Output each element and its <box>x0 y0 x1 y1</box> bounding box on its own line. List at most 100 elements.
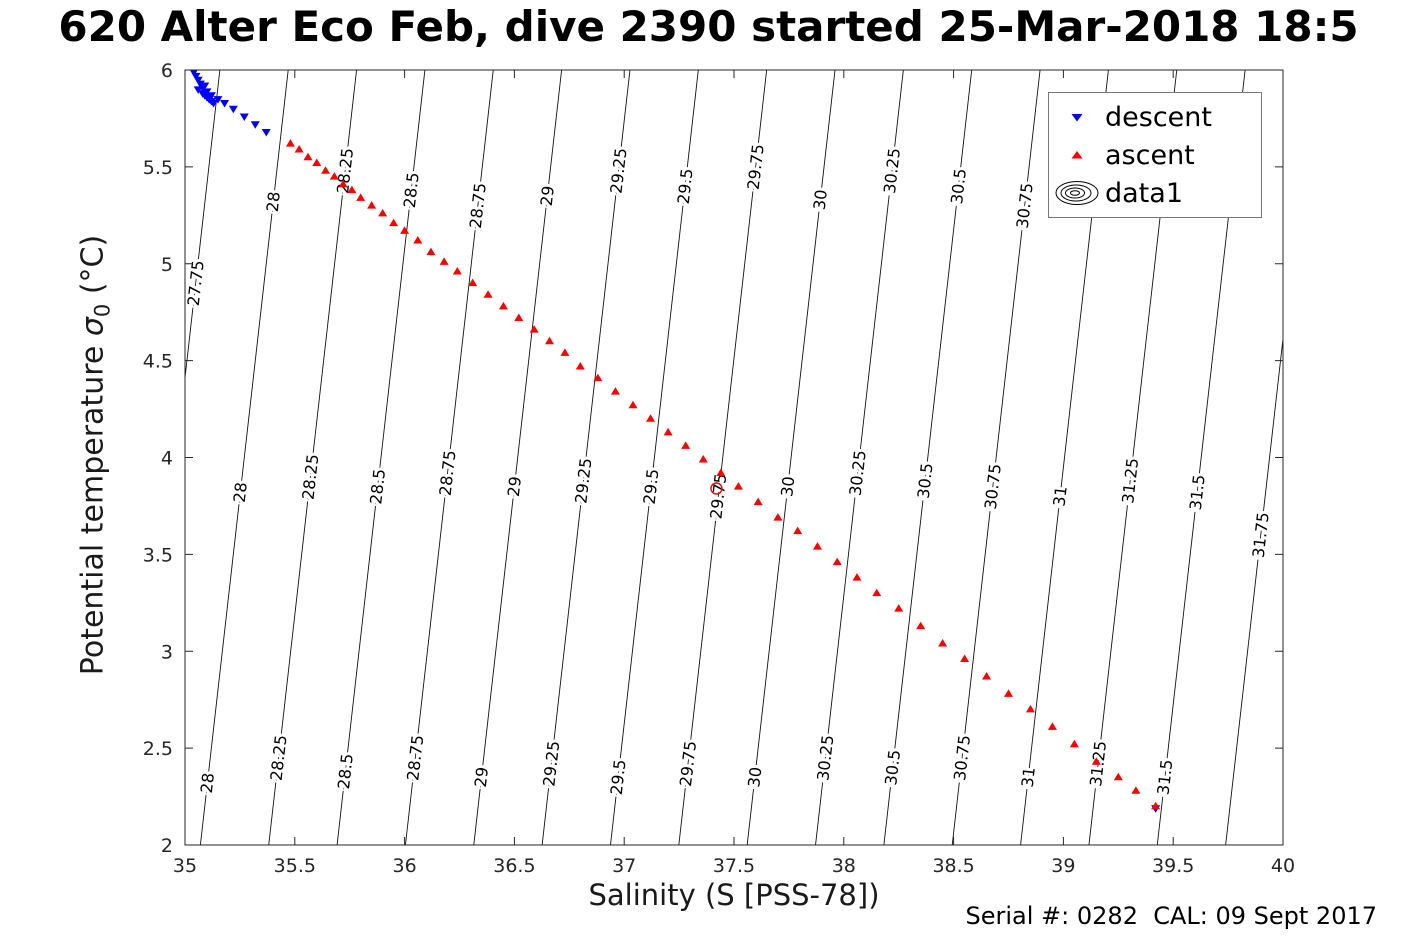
contour-label: 30 <box>810 189 831 211</box>
sigma-symbol: σ <box>75 317 111 337</box>
ascent-marker <box>303 152 313 161</box>
highlight-circle-marker <box>710 482 723 495</box>
legend-item-ascent: ascent <box>1049 136 1261 174</box>
contour-label: 28.5 <box>400 171 423 209</box>
ascent-marker <box>367 201 377 209</box>
ascent-marker <box>439 257 449 265</box>
figure-title: 620 Alter Eco Feb, dive 2390 started 25-… <box>58 2 1359 51</box>
descent-marker <box>220 99 230 108</box>
contour-label: 29.25 <box>539 740 563 788</box>
legend-label-descent: descent <box>1105 101 1212 133</box>
x-axis-label: Salinity (S [PSS-78]) <box>588 878 880 912</box>
contour-label: 29.25 <box>607 147 631 195</box>
isopycnal-contour-line <box>199 70 289 845</box>
contour-label: 28.25 <box>298 453 322 501</box>
contour-label: 30.5 <box>881 749 904 787</box>
isopycnal-contour-line <box>815 70 904 845</box>
ascent-marker <box>483 290 493 298</box>
descent-marker <box>206 92 216 100</box>
ascent-marker <box>733 482 743 490</box>
y-axis-label: Potential temperature σ0 (°C) <box>76 235 115 675</box>
contour-label: 30.25 <box>880 147 904 195</box>
x-tick-label: 36 <box>393 855 417 877</box>
contour-label: 30.5 <box>914 462 937 500</box>
contour-label: 29.5 <box>607 758 630 796</box>
x-tick-label: 38.5 <box>932 855 974 877</box>
ascent-marker <box>663 427 673 436</box>
contour-label: 30.75 <box>950 734 974 782</box>
ascent-marker <box>982 671 992 680</box>
y-tick-label: 2.5 <box>143 738 173 760</box>
contour-label: 29.75 <box>676 740 700 788</box>
ascent-marker <box>938 639 948 647</box>
descent-marker <box>209 99 219 108</box>
contour-label: 30.75 <box>981 463 1005 511</box>
triangle-down-icon <box>1049 109 1105 125</box>
y-tick-label: 4 <box>161 448 173 470</box>
x-tick-label: 36.5 <box>493 855 535 877</box>
ascent-marker <box>960 654 970 662</box>
contour-label: 28.25 <box>333 147 357 195</box>
ascent-marker <box>1069 739 1079 748</box>
contour-label: 29.5 <box>674 167 697 205</box>
isopycnal-contour-line <box>1225 334 1283 845</box>
ascent-marker <box>1025 704 1035 713</box>
contour-label: 28.5 <box>366 468 389 506</box>
ascent-marker <box>593 373 603 382</box>
descent-marker <box>239 113 249 121</box>
descent-marker <box>261 129 271 137</box>
isopycnal-contour-line <box>268 70 358 845</box>
x-tick-label: 39.5 <box>1152 855 1194 877</box>
ascent-marker <box>400 226 410 234</box>
ascent-marker <box>852 573 862 581</box>
descent-marker <box>250 121 260 129</box>
ascent-marker <box>698 454 708 463</box>
descent-marker <box>193 86 203 94</box>
ascent-marker <box>681 441 691 449</box>
y-tick-label: 2 <box>161 835 173 857</box>
contour-label: 28.25 <box>267 734 291 782</box>
y-tick-label: 6 <box>161 60 173 82</box>
contour-label: 28.5 <box>334 753 357 791</box>
ascent-marker <box>378 208 388 217</box>
x-tick-label: 37 <box>612 855 636 877</box>
ascent-marker <box>872 588 882 597</box>
ascent-marker <box>329 172 339 180</box>
contour-label: 29 <box>471 766 492 788</box>
ascent-marker <box>646 414 656 422</box>
ascent-marker <box>413 236 423 244</box>
descent-marker <box>200 82 210 90</box>
ascent-marker <box>628 400 638 409</box>
ascent-marker <box>1131 786 1141 794</box>
ascent-marker <box>312 158 322 166</box>
ascent-marker <box>285 139 295 147</box>
ascent-marker <box>916 621 926 630</box>
ascent-marker <box>1047 722 1057 730</box>
ascent-marker <box>560 348 570 356</box>
ascent-marker <box>1151 801 1161 810</box>
triangle-up-icon <box>1049 147 1105 163</box>
contour-label: 28 <box>197 772 218 794</box>
contour-label: 30.5 <box>947 167 970 205</box>
y-tick-label: 3.5 <box>143 544 173 566</box>
contour-label: 30.75 <box>1013 182 1037 230</box>
contour-label: 30.25 <box>813 734 837 782</box>
ascent-marker <box>1091 757 1101 765</box>
contour-label: 29.5 <box>640 468 663 506</box>
ascent-marker <box>356 193 366 201</box>
ascent-marker <box>1004 689 1013 697</box>
y-tick-label: 5.5 <box>143 157 173 179</box>
x-tick-label: 35.5 <box>274 855 316 877</box>
contour-label: 31.5 <box>1186 474 1209 512</box>
sigma-subscript: 0 <box>90 303 115 318</box>
ascent-marker <box>468 278 478 287</box>
contour-label: 28.75 <box>436 449 460 497</box>
ascent-marker <box>545 336 555 345</box>
contour-label: 28 <box>263 191 284 213</box>
isopycnal-contour-line <box>610 70 699 845</box>
descent-marker <box>193 76 203 85</box>
legend-item-descent: descent <box>1049 98 1261 136</box>
contour-label: 28.75 <box>403 734 427 782</box>
contour-label: 28 <box>230 481 251 503</box>
contour-label: 29.75 <box>706 472 730 520</box>
